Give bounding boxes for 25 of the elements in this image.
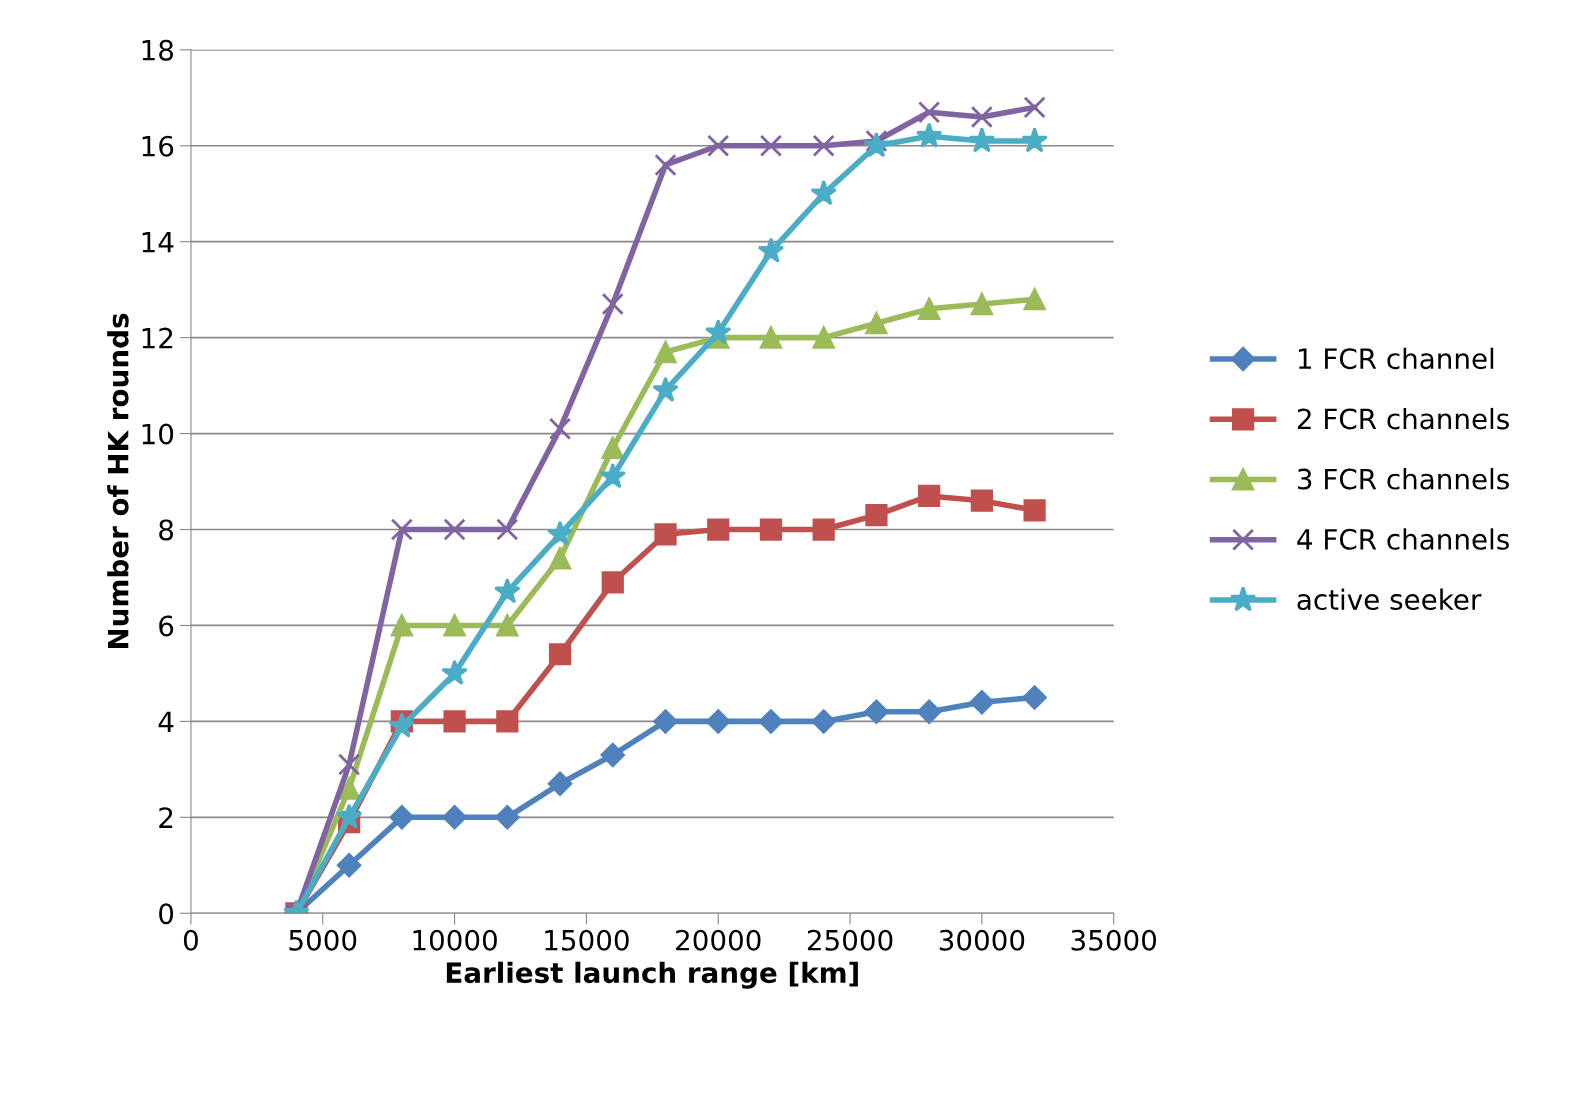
x-tick-label: 5000: [289, 929, 357, 951]
y-tick-label: 4: [158, 711, 174, 732]
legend-label: 1 FCR channel: [1298, 347, 1494, 370]
x-tick-label: 25000: [807, 929, 893, 951]
y-tick-label: 12: [142, 327, 173, 349]
y-tick-label: 16: [142, 135, 174, 157]
x-axis-title: Earliest launch range [km]: [446, 961, 858, 989]
legend-label: 4 FCR channels: [1297, 528, 1509, 550]
y-axis-title: Number of HK rounds: [107, 313, 129, 649]
x-tick-label: 10000: [413, 929, 497, 951]
x-tick-label: 30000: [939, 929, 1025, 951]
y-tick-label: 2: [159, 807, 173, 828]
y-tick-label: 18: [142, 39, 174, 61]
legend-label: active seeker: [1297, 588, 1482, 611]
y-tick-label: 0: [159, 903, 174, 925]
x-tick-label: 20000: [676, 929, 761, 951]
y-tick-label: 14: [142, 232, 174, 253]
x-tick-label: 35000: [1071, 929, 1157, 951]
y-tick-label: 8: [159, 519, 174, 541]
x-tick-label: 15000: [545, 929, 629, 951]
legend-label: 2 FCR channels: [1297, 407, 1509, 430]
x-tick-label: 0: [183, 929, 198, 951]
y-tick-label: 6: [159, 615, 174, 637]
legend-label: 3 FCR channels: [1297, 468, 1509, 490]
y-tick-label: 10: [142, 423, 174, 445]
